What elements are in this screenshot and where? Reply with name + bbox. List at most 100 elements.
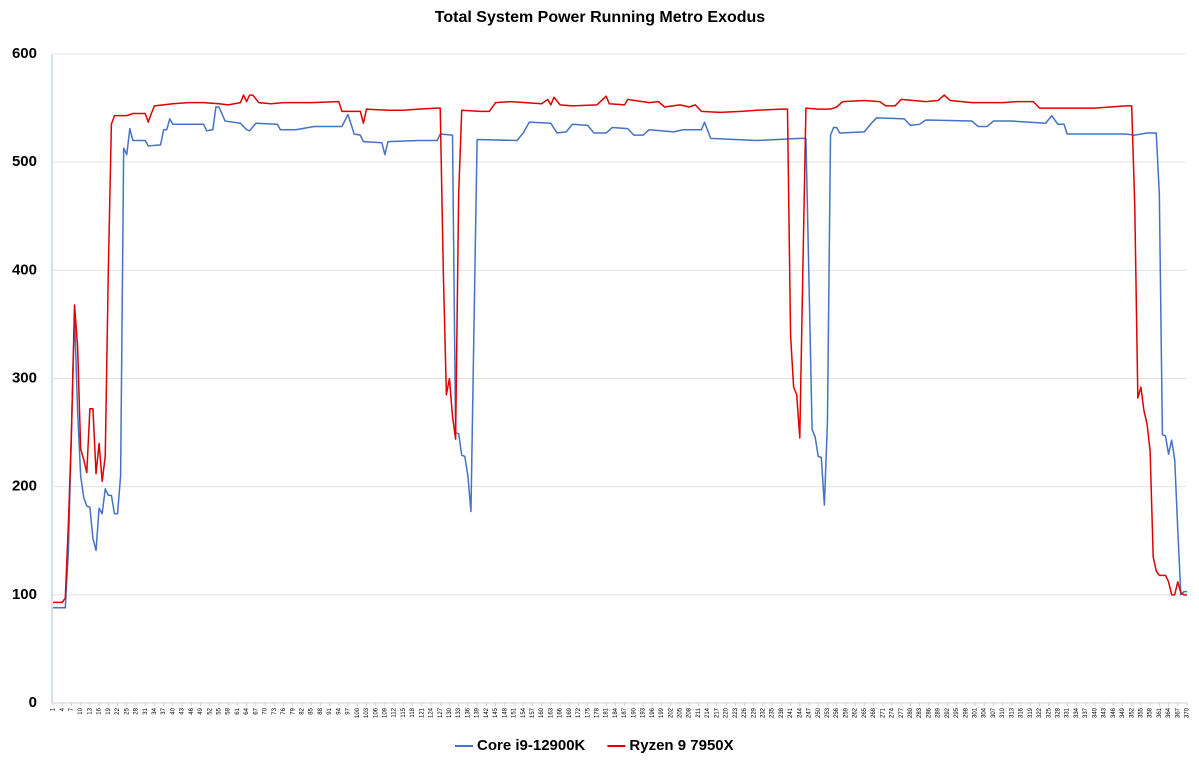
x-tick-label: 268 bbox=[871, 707, 877, 718]
x-tick-label: 277 bbox=[899, 707, 905, 718]
x-tick-label: 217 bbox=[714, 707, 720, 718]
x-tick-label: 55 bbox=[217, 707, 223, 714]
x-tick-label: 142 bbox=[484, 707, 490, 718]
x-tick-label: 367 bbox=[1175, 707, 1181, 718]
x-tick-label: 181 bbox=[604, 707, 610, 718]
x-tick-label: 58 bbox=[226, 707, 232, 714]
x-tick-label: 67 bbox=[253, 707, 259, 714]
x-tick-label: 190 bbox=[631, 707, 637, 718]
x-tick-label: 88 bbox=[318, 707, 324, 714]
x-tick-label: 100 bbox=[355, 707, 361, 718]
x-tick-label: 235 bbox=[770, 707, 776, 718]
x-tick-label: 343 bbox=[1102, 707, 1108, 718]
x-tick-label: 229 bbox=[751, 707, 757, 718]
x-tick-label: 244 bbox=[797, 707, 803, 718]
x-tick-label: 199 bbox=[659, 707, 665, 718]
x-tick-label: 25 bbox=[124, 707, 130, 714]
x-tick-label: 346 bbox=[1111, 707, 1117, 718]
x-tick-label: 301 bbox=[973, 707, 979, 718]
x-tick-label: 325 bbox=[1046, 707, 1052, 718]
x-tick-label: 223 bbox=[733, 707, 739, 718]
x-tick-label: 250 bbox=[816, 707, 822, 718]
x-tick-label: 256 bbox=[834, 707, 840, 718]
x-tick-label: 169 bbox=[567, 707, 573, 718]
x-tick-label: 202 bbox=[668, 707, 674, 718]
x-tick-label: 328 bbox=[1056, 707, 1062, 718]
x-tick-label: 31 bbox=[143, 707, 149, 714]
x-tick-label: 103 bbox=[364, 707, 370, 718]
legend-label: Core i9-12900K bbox=[477, 737, 586, 754]
x-tick-label: 4 bbox=[60, 707, 66, 711]
x-tick-label: 193 bbox=[641, 707, 647, 718]
legend-label: Ryzen 9 7950X bbox=[629, 737, 733, 754]
x-tick-label: 283 bbox=[917, 707, 923, 718]
x-tick-label: 241 bbox=[788, 707, 794, 718]
x-tick-label: 130 bbox=[447, 707, 453, 718]
x-tick-label: 64 bbox=[244, 707, 250, 714]
x-tick-label: 163 bbox=[548, 707, 554, 718]
x-tick-label: 370 bbox=[1185, 707, 1191, 718]
x-tick-label: 307 bbox=[991, 707, 997, 718]
x-tick-label: 16 bbox=[97, 707, 103, 714]
x-tick-label: 208 bbox=[687, 707, 693, 718]
x-tick-label: 79 bbox=[290, 707, 296, 714]
y-tick-label: 200 bbox=[12, 478, 37, 495]
x-tick-label: 322 bbox=[1037, 707, 1043, 718]
x-tick-label: 316 bbox=[1019, 707, 1025, 718]
x-tick-label: 10 bbox=[78, 707, 84, 714]
x-tick-label: 361 bbox=[1157, 707, 1163, 718]
x-tick-label: 214 bbox=[705, 707, 711, 718]
x-tick-label: 178 bbox=[595, 707, 601, 718]
x-tick-label: 211 bbox=[696, 707, 702, 717]
x-tick-label: 133 bbox=[456, 707, 462, 718]
x-tick-label: 22 bbox=[115, 707, 121, 714]
x-tick-label: 298 bbox=[963, 707, 969, 718]
x-tick-label: 319 bbox=[1028, 707, 1034, 718]
x-tick-label: 220 bbox=[724, 707, 730, 718]
x-tick-label: 13 bbox=[87, 707, 93, 714]
x-tick-label: 247 bbox=[807, 707, 813, 718]
x-tick-label: 331 bbox=[1065, 707, 1071, 718]
x-tick-label: 52 bbox=[207, 707, 213, 714]
x-tick-label: 358 bbox=[1148, 707, 1154, 718]
x-tick-label: 253 bbox=[825, 707, 831, 718]
x-tick-label: 94 bbox=[336, 707, 342, 714]
y-tick-label: 400 bbox=[12, 261, 37, 278]
x-tick-label: 262 bbox=[853, 707, 859, 718]
y-tick-label: 500 bbox=[12, 153, 37, 170]
x-tick-label: 154 bbox=[521, 707, 527, 718]
x-tick-label: 112 bbox=[392, 707, 398, 717]
x-tick-label: 160 bbox=[539, 707, 545, 718]
x-tick-label: 91 bbox=[327, 707, 333, 714]
x-tick-label: 304 bbox=[982, 707, 988, 718]
x-tick-label: 127 bbox=[438, 707, 444, 718]
x-tick-label: 157 bbox=[530, 707, 536, 718]
x-tick-label: 274 bbox=[890, 707, 896, 718]
x-tick-label: 364 bbox=[1166, 707, 1172, 718]
x-tick-label: 355 bbox=[1138, 707, 1144, 718]
x-tick-label: 172 bbox=[576, 707, 582, 718]
x-tick-label: 61 bbox=[235, 707, 241, 714]
y-tick-label: 600 bbox=[12, 45, 37, 62]
x-tick-label: 49 bbox=[198, 707, 204, 714]
y-tick-label: 100 bbox=[12, 586, 37, 603]
x-tick-label: 115 bbox=[401, 707, 407, 717]
series-line bbox=[53, 94, 1187, 604]
x-tick-label: 175 bbox=[585, 707, 591, 718]
x-tick-label: 40 bbox=[170, 707, 176, 714]
x-tick-label: 286 bbox=[926, 707, 932, 718]
x-tick-label: 232 bbox=[760, 707, 766, 718]
x-tick-label: 82 bbox=[300, 707, 306, 714]
x-tick-label: 7 bbox=[69, 707, 75, 711]
x-tick-label: 118 bbox=[410, 707, 416, 717]
x-tick-label: 166 bbox=[558, 707, 564, 718]
x-tick-label: 85 bbox=[309, 707, 315, 714]
x-tick-label: 259 bbox=[843, 707, 849, 718]
x-tick-label: 271 bbox=[880, 707, 886, 718]
x-tick-label: 136 bbox=[465, 707, 471, 718]
x-tick-label: 76 bbox=[281, 707, 287, 714]
x-tick-label: 187 bbox=[622, 707, 628, 718]
x-tick-label: 145 bbox=[493, 707, 499, 718]
